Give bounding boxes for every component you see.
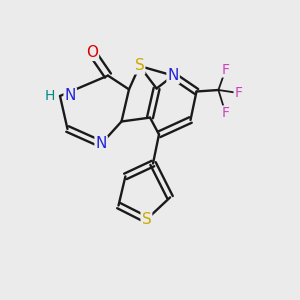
Text: S: S xyxy=(142,212,151,227)
Text: F: F xyxy=(222,63,230,76)
Text: F: F xyxy=(222,106,230,120)
Text: S: S xyxy=(135,58,144,74)
Text: N: N xyxy=(167,68,179,83)
Text: N: N xyxy=(95,136,107,152)
Text: H: H xyxy=(44,89,55,103)
Text: F: F xyxy=(235,86,242,100)
Text: O: O xyxy=(86,45,98,60)
Text: N: N xyxy=(64,88,76,104)
